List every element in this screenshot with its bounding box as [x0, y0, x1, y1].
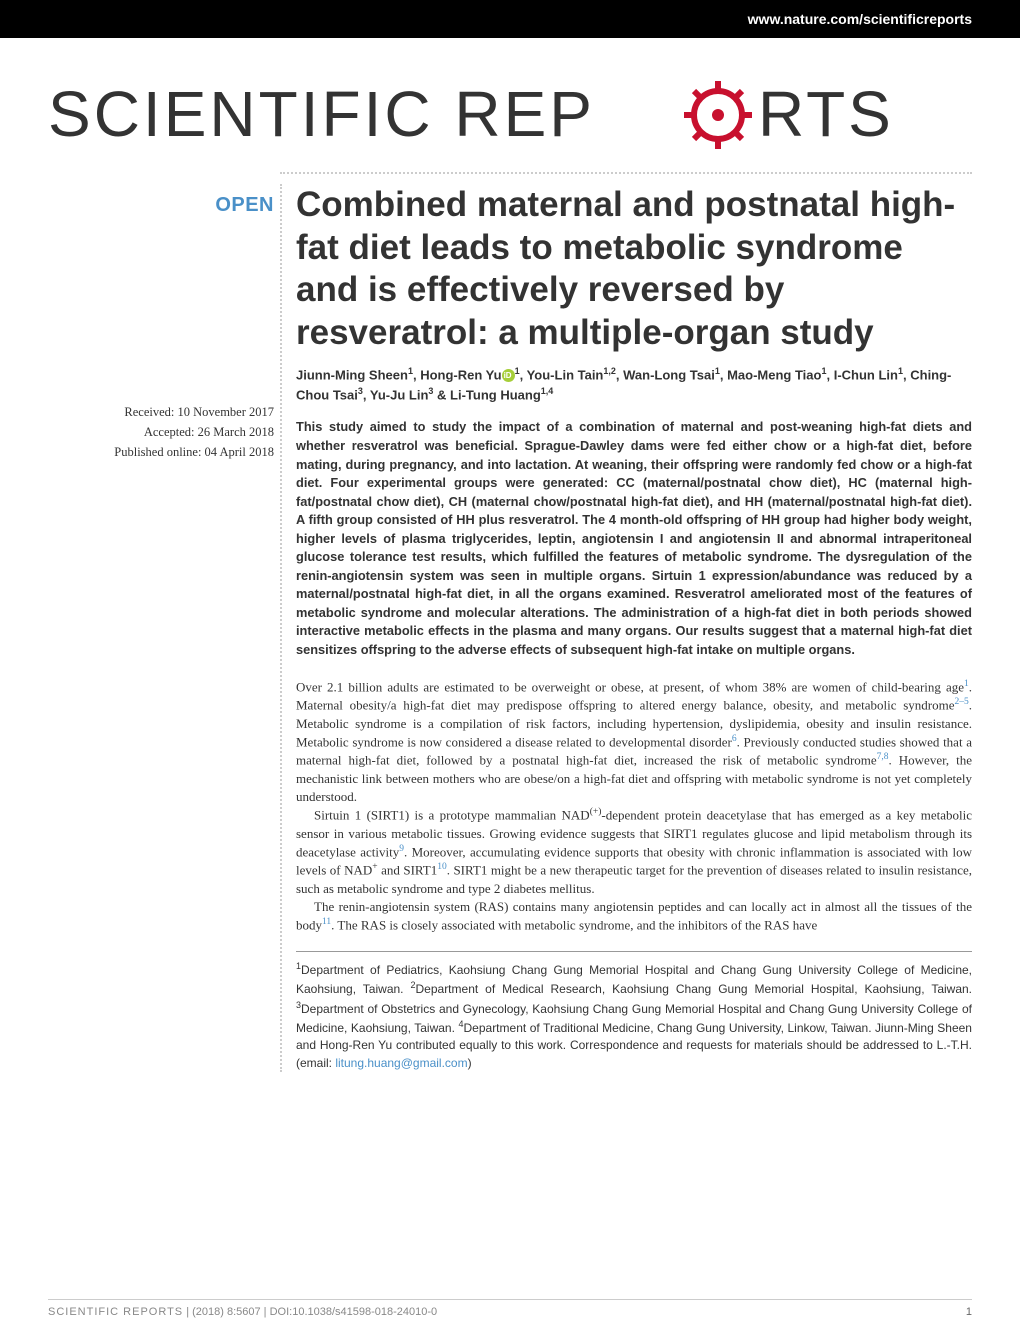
- author[interactable]: Wan-Long Tsai: [623, 367, 715, 382]
- page-footer: SCIENTIFIC REPORTS | (2018) 8:5607 | DOI…: [48, 1299, 972, 1318]
- author[interactable]: Mao-Meng Tiao: [727, 367, 821, 382]
- page-number: 1: [966, 1306, 972, 1318]
- citation-2-5[interactable]: 2–5: [955, 697, 969, 707]
- citation-11[interactable]: 11: [322, 917, 331, 927]
- meta-sidebar: OPEN Received: 10 November 2017 Accepted…: [48, 184, 280, 1072]
- author[interactable]: Hong-Ren Yu: [420, 367, 501, 382]
- author[interactable]: I-Chun Lin: [834, 367, 898, 382]
- authors-list: Jiunn-Ming Sheen1, Hong-Ren Yu1, You-Lin…: [296, 365, 972, 405]
- journal-logo: SCIENTIFIC REP RTS: [0, 38, 1020, 172]
- accepted-date: Accepted: 26 March 2018: [48, 422, 274, 442]
- svg-text:RTS: RTS: [758, 78, 894, 150]
- published-date: Published online: 04 April 2018: [48, 442, 274, 462]
- author[interactable]: Li-Tung Huang: [450, 387, 541, 402]
- body-paragraph-2: Sirtuin 1 (SIRT1) is a prototype mammali…: [296, 806, 972, 898]
- article-main: Combined maternal and postnatal high-fat…: [280, 184, 972, 1072]
- content-wrap: OPEN Received: 10 November 2017 Accepted…: [0, 174, 1020, 1072]
- header-bar: www.nature.com/scientificreports: [0, 0, 1020, 38]
- footer-journal: SCIENTIFIC REPORTS: [48, 1306, 183, 1318]
- svg-text:SCIENTIFIC REP: SCIENTIFIC REP: [48, 78, 595, 150]
- orcid-icon[interactable]: [502, 369, 515, 382]
- site-url[interactable]: www.nature.com/scientificreports: [748, 11, 972, 27]
- correspondence-email[interactable]: litung.huang@gmail.com: [335, 1056, 467, 1070]
- article-title: Combined maternal and postnatal high-fat…: [296, 184, 972, 355]
- footer-doi: | (2018) 8:5607 | DOI:10.1038/s41598-018…: [183, 1306, 437, 1318]
- footer-citation: SCIENTIFIC REPORTS | (2018) 8:5607 | DOI…: [48, 1306, 437, 1318]
- scientific-reports-logo: SCIENTIFIC REP RTS: [48, 76, 972, 154]
- affiliation-divider: [296, 951, 972, 952]
- received-date: Received: 10 November 2017: [48, 402, 274, 422]
- body-paragraph-1: Over 2.1 billion adults are estimated to…: [296, 678, 972, 807]
- author[interactable]: Yu-Ju Lin: [370, 387, 429, 402]
- affiliations: 1Department of Pediatrics, Kaohsiung Cha…: [296, 960, 972, 1072]
- citation-10[interactable]: 10: [437, 862, 447, 872]
- open-access-badge: OPEN: [215, 194, 274, 217]
- author[interactable]: You-Lin Tain: [527, 367, 604, 382]
- author[interactable]: Jiunn-Ming Sheen: [296, 367, 408, 382]
- citation-7-8[interactable]: 7,8: [877, 752, 889, 762]
- body-paragraph-3: The renin-angiotensin system (RAS) conta…: [296, 898, 972, 935]
- abstract: This study aimed to study the impact of …: [296, 418, 972, 659]
